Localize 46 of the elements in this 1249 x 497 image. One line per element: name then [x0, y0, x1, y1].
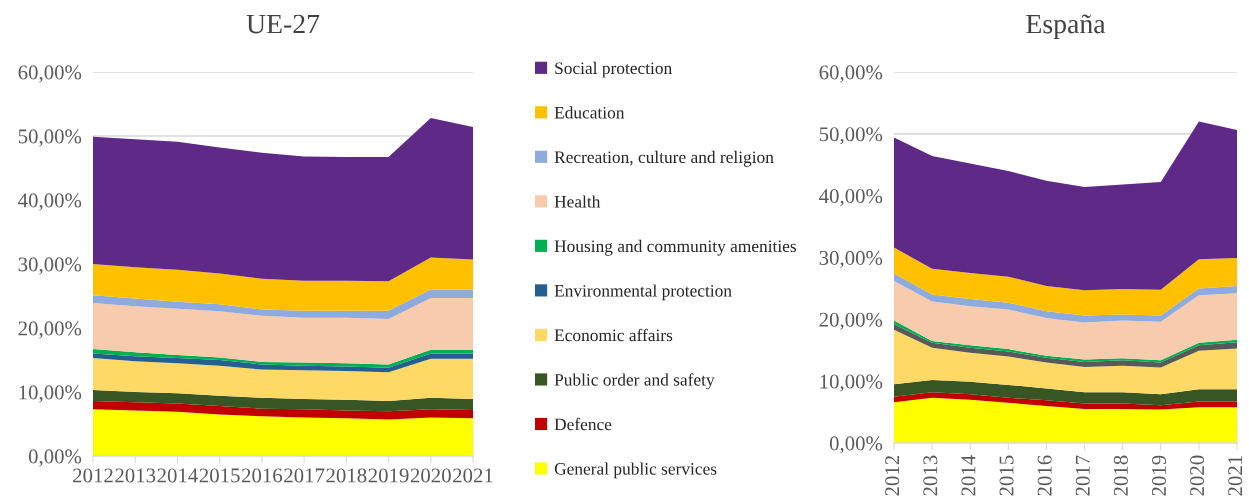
x-tick-label: 2014 [157, 468, 198, 483]
legend-label: Education [554, 106, 625, 119]
x-tick-label: 2016 [1037, 455, 1052, 496]
x-tick-label: 2020 [1190, 455, 1205, 496]
chart-title: España [1026, 14, 1106, 40]
y-tick-label: 30,00% [819, 250, 883, 268]
legend-label: Health [554, 195, 601, 208]
y-tick-label: 20,00% [18, 321, 82, 339]
x-tick-label: 2013 [115, 468, 156, 483]
y-tick-label: 0,00% [829, 436, 883, 454]
x-tick-label: 2012 [73, 468, 113, 483]
x-tick-label: 2015 [199, 468, 240, 483]
x-tick-label: 2017 [1075, 455, 1090, 496]
x-tick-label: 2018 [1113, 455, 1128, 496]
legend-label: Economic affairs [554, 328, 673, 342]
y-tick-label: 10,00% [19, 385, 82, 403]
y-tick-label: 50,00% [18, 129, 82, 147]
legend-label: Public order and safety [554, 373, 715, 390]
legend-label: Housing and community amenities [554, 239, 797, 256]
legend-label: General public services [554, 462, 717, 479]
y-tick-label: 30,00% [18, 257, 82, 275]
x-tick-label: 2020 [410, 468, 451, 483]
y-tick-label: 40,00% [819, 189, 883, 207]
legend-label: Recreation, culture and religion [554, 150, 774, 167]
y-tick-label: 10,00% [820, 374, 883, 392]
x-tick-label: 2019 [368, 468, 409, 483]
y-tick-label: 60,00% [18, 65, 82, 83]
legend-label: Defence [554, 417, 612, 431]
y-tick-label: 50,00% [819, 127, 883, 145]
x-tick-label: 2015 [999, 455, 1014, 496]
x-tick-label: 2016 [241, 468, 283, 483]
y-tick-label: 20,00% [819, 312, 883, 330]
x-tick-label: 2013 [923, 455, 938, 496]
legend-label: Social protection [555, 61, 672, 78]
y-tick-label: 0,00% [28, 449, 82, 467]
x-tick-label: 2021 [453, 468, 493, 483]
x-tick-label: 2014 [961, 455, 976, 496]
y-tick-label: 60,00% [819, 65, 883, 83]
x-tick-label: 2012 [885, 455, 900, 496]
x-tick-label: 2017 [284, 468, 325, 483]
x-tick-label: 2018 [326, 468, 367, 483]
x-tick-label: 2019 [1151, 455, 1166, 496]
chart-title: UE-27 [246, 14, 320, 34]
y-tick-label: 40,00% [18, 193, 82, 211]
legend-label: Environmental protection [554, 284, 732, 301]
x-tick-label: 2021 [1228, 456, 1243, 496]
